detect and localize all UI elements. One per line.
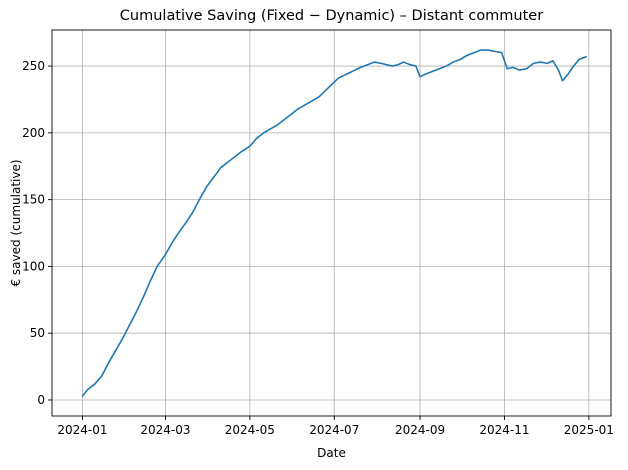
series-layer: [81, 49, 587, 397]
y-tick-label: 100: [22, 259, 45, 273]
y-tick-label: 0: [37, 393, 45, 407]
plot-frame: [51, 29, 612, 417]
x-axis-label: Date: [317, 446, 346, 460]
y-axis: 0 50 100 150 200 250: [22, 59, 52, 407]
chart-title: Cumulative Saving (Fixed − Dynamic) – Di…: [120, 8, 543, 24]
x-tick-label: 2024-05: [225, 423, 275, 437]
x-tick-label: 2024-07: [309, 423, 359, 437]
series-line: [81, 49, 587, 397]
x-tick-label: 2024-01: [57, 423, 107, 437]
y-tick-label: 250: [22, 59, 45, 73]
y-tick-label: 200: [22, 126, 45, 140]
x-axis: 2024-01 2024-03 2024-05 2024-07 2024-09 2024-…: [57, 416, 614, 437]
x-tick-label: 2024-09: [395, 423, 445, 437]
x-tick-label: 2025-01: [564, 423, 614, 437]
x-tick-label: 2024-11: [479, 423, 529, 437]
y-tick-label: 50: [30, 326, 45, 340]
y-axis-label: € saved (cumulative): [9, 159, 23, 286]
x-tick-label: 2024-03: [140, 423, 190, 437]
grid: [52, 30, 611, 416]
y-tick-label: 150: [22, 193, 45, 207]
